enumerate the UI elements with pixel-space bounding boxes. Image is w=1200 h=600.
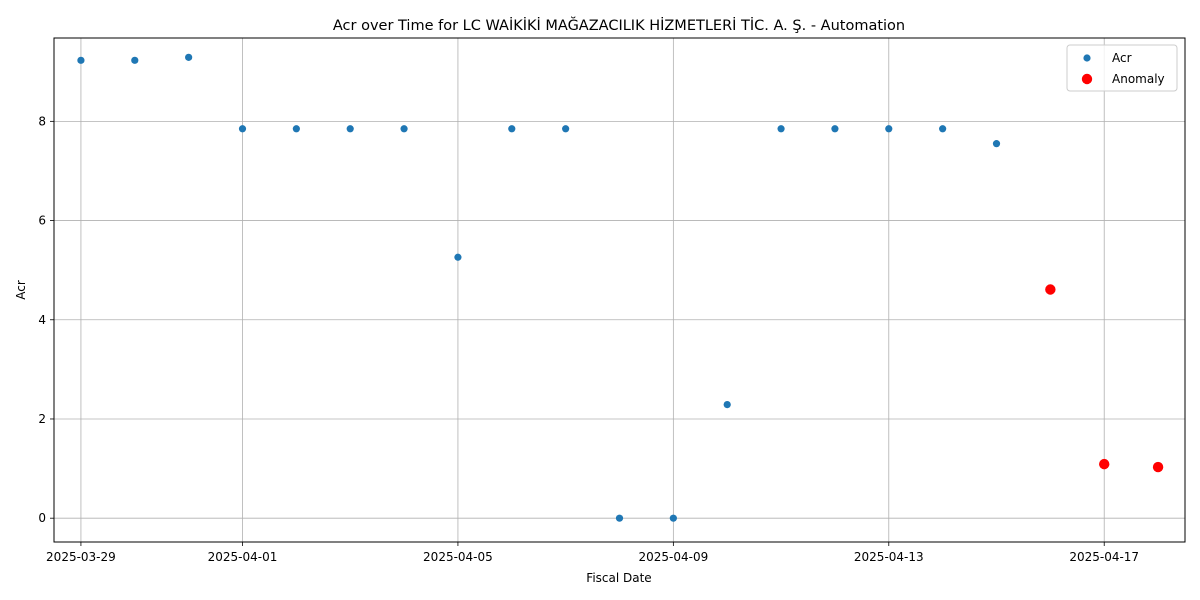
y-tick-label: 8 — [38, 114, 46, 128]
axes: 2025-03-29 2025-04-01 2025-04-05 2025-04-09… — [38, 114, 1139, 564]
y-tick-label: 2 — [38, 412, 46, 426]
acr-point — [885, 125, 893, 133]
y-tick-label: 6 — [38, 214, 46, 228]
x-axis-label: Fiscal Date — [586, 571, 651, 585]
acr-point — [77, 56, 85, 64]
anomaly-point — [1099, 458, 1110, 470]
acr-point — [831, 125, 839, 133]
y-axis-label: Acr — [14, 280, 28, 300]
acr-point — [939, 125, 947, 133]
acr-point — [131, 56, 139, 64]
legend-box — [1066, 44, 1178, 92]
x-tick-label: 2025-04-09 — [638, 550, 708, 564]
acr-point — [615, 514, 624, 522]
acr-point — [508, 125, 516, 133]
y-tick-label: 4 — [38, 313, 46, 327]
grid-lines — [54, 38, 1185, 542]
plot-area-frame — [53, 37, 1186, 543]
acr-point — [992, 140, 1001, 148]
acr-point — [723, 400, 731, 409]
legend: Acr Anomaly — [1066, 44, 1178, 92]
y-tick-label: 0 — [38, 511, 46, 525]
acr-point — [400, 125, 408, 133]
acr-point — [454, 253, 462, 261]
legend-marker-anomaly — [1081, 73, 1093, 85]
x-tick-label: 2025-03-29 — [46, 550, 116, 564]
legend-marker-acr — [1083, 54, 1091, 62]
acr-point — [292, 125, 300, 133]
acr-point — [562, 125, 570, 133]
acr-point — [346, 125, 354, 133]
legend-label-anomaly: Anomaly — [1112, 72, 1165, 86]
acr-point — [238, 125, 247, 133]
anomaly-point — [1152, 461, 1164, 473]
anomaly-point — [1045, 284, 1056, 295]
acr-point — [185, 53, 193, 61]
data-points — [77, 53, 1164, 522]
legend-label-acr: Acr — [1112, 51, 1132, 65]
x-tick-label: 2025-04-01 — [208, 550, 278, 564]
acr-point — [777, 125, 785, 133]
x-tick-label: 2025-04-17 — [1069, 550, 1139, 564]
acr-point — [669, 514, 677, 522]
x-tick-label: 2025-04-13 — [854, 550, 924, 564]
chart-title: Acr over Time for LC WAİKİKİ MAĞAZACILIK… — [333, 16, 905, 34]
x-tick-label: 2025-04-05 — [423, 550, 493, 564]
